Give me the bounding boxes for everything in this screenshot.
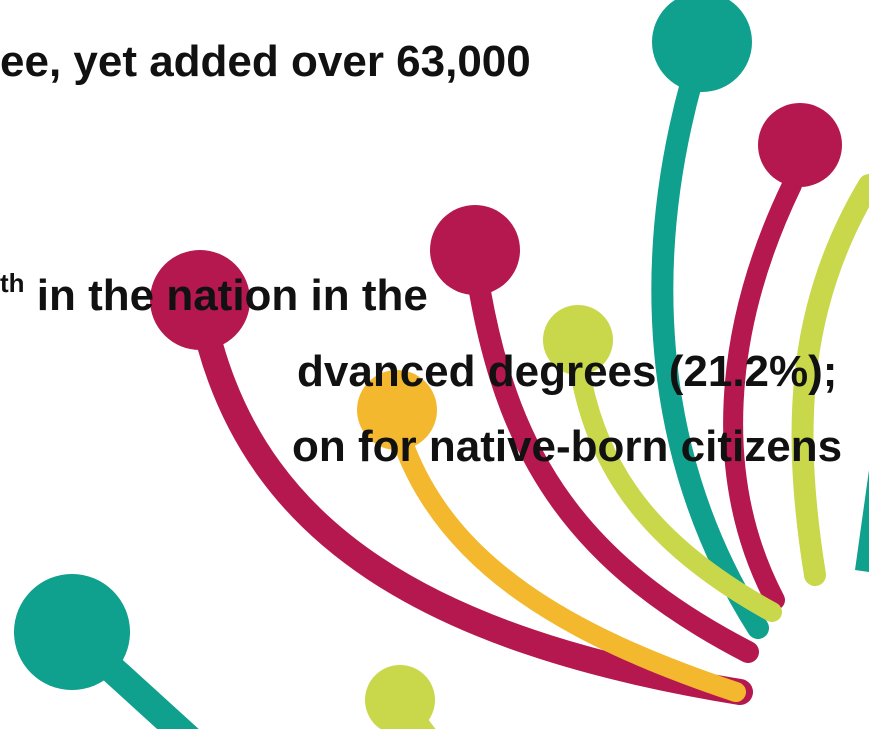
dot — [365, 665, 435, 729]
text: in the nation in the — [25, 271, 428, 320]
text-line: on for native-born citizens — [292, 425, 842, 469]
text-line: dvanced degrees (21.2%); — [297, 350, 837, 394]
superscript: th — [0, 268, 25, 298]
dot — [758, 103, 842, 187]
shape — [855, 470, 869, 572]
dot — [14, 574, 130, 690]
text-line: ee, yet added over 63,000 — [0, 40, 531, 84]
dot — [652, 0, 752, 92]
dot — [430, 205, 520, 295]
text-line: th in the nation in the — [0, 270, 428, 318]
slide: ee, yet added over 63,000 th in the nati… — [0, 0, 869, 729]
